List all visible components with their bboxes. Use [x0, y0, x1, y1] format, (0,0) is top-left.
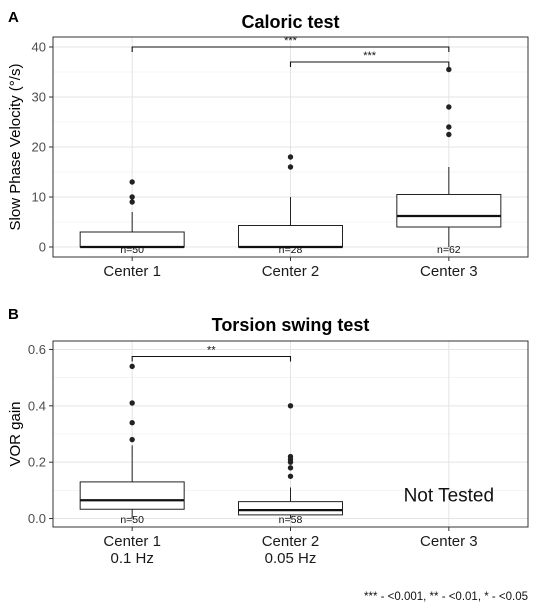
significance-bracket: [131, 355, 292, 362]
n-label: n=62: [437, 244, 461, 256]
outlier-point: [287, 453, 294, 460]
outlier-point: [129, 400, 135, 406]
y-tick-label: 0.0: [28, 511, 46, 526]
y-tick-label: 0.6: [28, 342, 46, 357]
outlier-point: [129, 199, 135, 205]
box: [396, 194, 502, 228]
box: [79, 481, 185, 510]
x-tick-label: 0.1 Hz: [110, 550, 153, 567]
y-axis-label: VOR gain: [7, 401, 24, 466]
outlier-point: [129, 194, 135, 200]
outlier-point: [287, 473, 294, 479]
outlier-point: [446, 66, 452, 73]
x-tick-label: 0.05 Hz: [265, 550, 317, 567]
significance-label: ***: [284, 35, 298, 47]
chart-title: Caloric test: [241, 12, 339, 32]
significance-bracket: [289, 61, 450, 67]
y-axis-label: Slow Phase Velocity (°/s): [7, 64, 24, 231]
chart-panel-b: B Torsion swing test 0.0 0.2 0.4 0.6 VOR gain C…: [7, 306, 529, 567]
outlier-point: [129, 436, 135, 443]
outlier-point: [129, 363, 135, 370]
panel-label: B: [8, 306, 19, 323]
x-tick-label: Center 1: [103, 263, 161, 280]
significance-label: **: [207, 345, 216, 357]
outlier-point: [446, 131, 452, 138]
y-tick-label: 0.2: [28, 455, 46, 470]
significance-label: ***: [363, 50, 377, 62]
panel-label: A: [8, 9, 19, 26]
y-tick-label: 10: [32, 190, 46, 205]
outlier-point: [446, 124, 452, 130]
y-tick-label: 30: [32, 90, 46, 105]
n-label: n=50: [120, 514, 144, 526]
outlier-point: [129, 420, 135, 426]
n-label: n=58: [279, 514, 303, 526]
outlier-point: [287, 465, 294, 471]
y-tick-label: 0.4: [28, 398, 46, 413]
x-tick-label: Center 3: [420, 263, 478, 280]
y-tick-label: 20: [32, 140, 46, 155]
plot-border: [52, 36, 529, 258]
outlier-point: [446, 104, 452, 110]
chart-title: Torsion swing test: [212, 315, 370, 335]
plot-border: [52, 340, 529, 528]
outlier-point: [287, 164, 294, 170]
footnote: *** - <0.001, ** - <0.01, * - <0.05: [364, 591, 528, 603]
x-tick-label: Center 3: [420, 533, 478, 550]
y-tick-label: 40: [32, 40, 46, 55]
outlier-point: [287, 154, 294, 160]
n-label: n=28: [279, 244, 303, 256]
not-tested-label: Not Tested: [404, 486, 494, 507]
n-label: n=50: [120, 244, 144, 256]
box: [238, 501, 343, 516]
x-tick-label: Center 2: [262, 263, 320, 280]
chart-panel-a: A Caloric test 0 10 20 30 40 Slow Phase Velocit…: [7, 9, 529, 280]
outlier-point: [287, 403, 294, 409]
significance-bracket: [131, 46, 450, 52]
x-tick-label: Center 2: [262, 533, 320, 550]
y-tick-label: 0: [39, 240, 46, 255]
x-tick-label: Center 1: [103, 533, 161, 550]
outlier-point: [129, 179, 135, 185]
